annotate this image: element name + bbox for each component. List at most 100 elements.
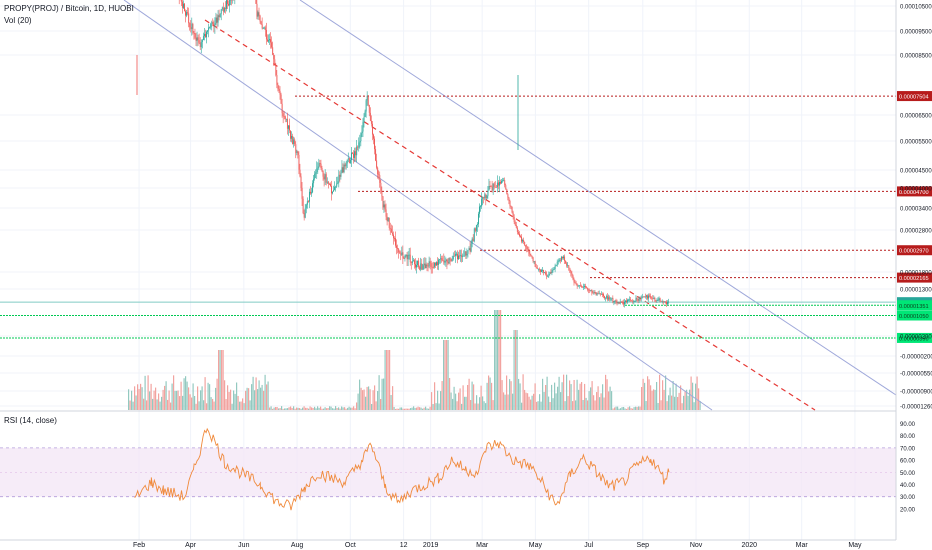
- candle-body: [377, 167, 379, 175]
- volume-bar: [422, 408, 424, 410]
- volume-bar: [447, 340, 449, 410]
- candle-body: [358, 142, 360, 148]
- volume-bar: [377, 391, 379, 410]
- channel-upper-line: [299, 0, 897, 396]
- candle-body: [667, 302, 668, 305]
- volume-bar: [462, 385, 464, 410]
- candle-body: [429, 261, 431, 264]
- candle-body: [430, 263, 432, 267]
- volume-bar: [477, 403, 479, 410]
- candle-body: [328, 183, 330, 185]
- candle-body: [576, 284, 578, 286]
- candle-body: [466, 253, 468, 256]
- volume-bar: [630, 408, 632, 410]
- candle-body: [337, 181, 339, 184]
- candle-body: [465, 251, 467, 256]
- volume-bar: [288, 407, 290, 410]
- candle-body: [418, 260, 420, 267]
- candle-body: [658, 298, 660, 300]
- candle-body: [464, 251, 466, 256]
- volume-bar: [618, 408, 620, 410]
- volume-bar: [611, 391, 613, 410]
- rsi-legend: RSI (14, close): [4, 416, 57, 425]
- candle-body: [224, 7, 226, 9]
- volume-bar: [662, 380, 664, 410]
- candle-body: [432, 266, 434, 268]
- volume-bar: [399, 407, 401, 410]
- volume-bar: [209, 384, 211, 410]
- candle-body: [311, 192, 312, 194]
- channel-lower-line: [123, 0, 713, 411]
- volume-bar: [651, 390, 653, 410]
- volume-bar: [297, 407, 299, 410]
- volume-bar: [603, 397, 605, 410]
- candle-body: [376, 160, 378, 168]
- volume-bar: [468, 378, 470, 410]
- volume-bar: [195, 403, 197, 410]
- candle-body: [286, 118, 288, 129]
- candle-body: [583, 286, 584, 288]
- candle-body: [487, 190, 489, 196]
- candle-body: [595, 292, 597, 295]
- volume-bar: [272, 408, 274, 410]
- volume-bar: [524, 389, 526, 410]
- candle-body: [304, 208, 306, 218]
- candle-body: [338, 174, 340, 182]
- candle-body: [291, 135, 293, 139]
- volume-bar: [264, 374, 266, 410]
- volume-bar: [482, 396, 484, 410]
- volume-bar: [149, 391, 151, 410]
- candle-body: [346, 159, 348, 164]
- volume-bar: [165, 381, 167, 410]
- volume-bar: [290, 406, 292, 410]
- volume-bar: [578, 389, 580, 410]
- candle-body: [522, 239, 524, 242]
- volume-bar: [441, 381, 443, 410]
- candle-body: [586, 287, 588, 289]
- candle-body: [277, 84, 279, 89]
- volume-bar: [270, 406, 272, 410]
- volume-bar: [344, 407, 346, 410]
- volume-bar: [522, 374, 524, 410]
- time-tick-label: Sep: [637, 542, 650, 549]
- candle-body: [542, 269, 543, 271]
- candle-body: [231, 0, 233, 1]
- candle-body: [489, 185, 491, 187]
- candle-body: [647, 295, 648, 299]
- candle-body: [630, 299, 632, 301]
- volume-bar: [660, 400, 662, 410]
- volume-bar: [636, 406, 638, 410]
- candle-body: [218, 15, 220, 18]
- volume-bar: [258, 380, 260, 410]
- candle-body: [371, 123, 373, 135]
- candle-body: [353, 153, 354, 158]
- candle-body: [363, 116, 365, 122]
- candle-body: [310, 191, 311, 194]
- candle-body: [361, 131, 363, 134]
- volume-bar: [689, 389, 691, 410]
- candle-body: [627, 299, 629, 302]
- volume-bar: [623, 406, 625, 410]
- candle-body: [570, 271, 572, 274]
- candle-body: [392, 234, 394, 239]
- candle-body: [397, 247, 399, 249]
- volume-bar: [645, 401, 647, 410]
- candle-body: [289, 125, 290, 131]
- candle-body: [390, 228, 392, 233]
- candle-body: [494, 186, 496, 188]
- candle-body: [524, 241, 526, 246]
- candle-body: [199, 42, 201, 48]
- volume-bar: [681, 403, 683, 410]
- candle-body: [490, 186, 492, 188]
- volume-legend: Vol (20): [4, 16, 32, 25]
- volume-bar: [419, 407, 421, 410]
- candle-body: [300, 176, 302, 188]
- volume-bar: [530, 399, 532, 410]
- level-price-tag: [897, 310, 932, 321]
- candle-body: [507, 194, 509, 198]
- volume-bar: [315, 408, 317, 410]
- volume-bar: [404, 408, 406, 410]
- candle-body: [659, 298, 661, 301]
- volume-bar: [210, 397, 212, 410]
